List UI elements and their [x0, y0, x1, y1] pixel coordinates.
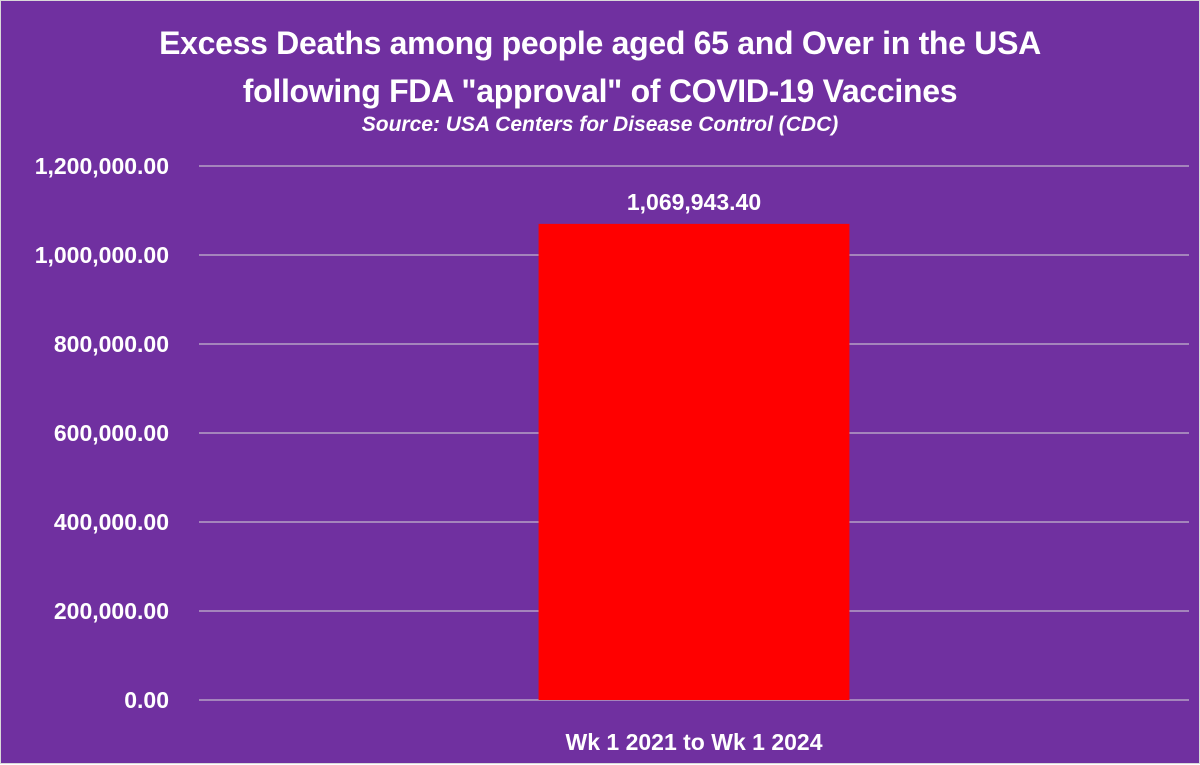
y-tick-label: 600,000.00 — [54, 420, 169, 446]
bar — [538, 223, 850, 700]
y-tick-label: 1,200,000.00 — [35, 153, 169, 179]
y-tick-label: 200,000.00 — [54, 598, 169, 624]
x-axis-categories: Wk 1 2021 to Wk 1 2024 — [566, 729, 823, 755]
chart-title-line-1: Excess Deaths among people aged 65 and O… — [159, 25, 1041, 61]
y-axis-ticks: 0.00 200,000.00 400,000.00 600,000.00 800,00… — [35, 153, 169, 713]
bars — [538, 223, 850, 700]
bar-value-label: 1,069,943.40 — [627, 189, 761, 215]
data-labels: 1,069,943.40 — [627, 189, 761, 215]
y-tick-label: 1,000,000.00 — [35, 242, 169, 268]
chart-subtitle: Source: USA Centers for Disease Control … — [361, 113, 839, 136]
y-tick-label: 800,000.00 — [54, 331, 169, 357]
x-category-label: Wk 1 2021 to Wk 1 2024 — [566, 729, 823, 755]
chart-title: Excess Deaths among people aged 65 and O… — [1, 19, 1199, 115]
y-tick-label: 400,000.00 — [54, 509, 169, 535]
chart-title-line-2: following FDA "approval" of COVID-19 Vac… — [242, 73, 958, 109]
y-tick-label: 0.00 — [124, 687, 169, 713]
